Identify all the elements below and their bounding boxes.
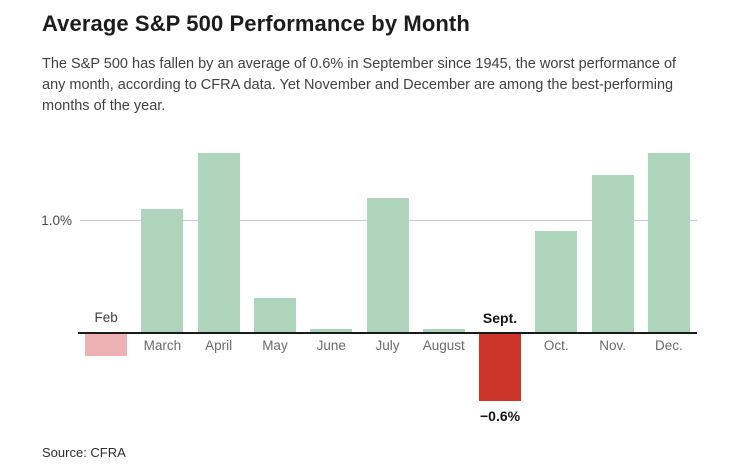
axis-label-july: July: [375, 338, 400, 353]
axis-label-oct: Oct.: [543, 338, 569, 353]
source-attribution: Source: CFRA: [42, 445, 126, 460]
bar-june: [310, 328, 353, 332]
y-axis-tick-label: 1.0%: [41, 213, 72, 228]
axis-label-august: August: [422, 338, 465, 353]
bar-oct: [535, 231, 578, 332]
bar-sept: [479, 334, 522, 402]
bar-april: [197, 152, 240, 332]
axis-label-march: March: [143, 338, 182, 353]
bar-nov: [591, 175, 634, 332]
bar-march: [141, 208, 184, 332]
bar-dec: [647, 152, 690, 332]
plot-area: Feb March April May June July August Sept. Oct. N…: [78, 140, 697, 430]
bar-feb: [85, 334, 128, 357]
value-label-sept: −0.6%: [479, 408, 521, 425]
bar-july: [366, 197, 409, 332]
axis-label-april: April: [205, 338, 233, 353]
axis-label-sept: Sept.: [482, 310, 518, 326]
axis-label-nov: Nov.: [599, 338, 626, 353]
axis-label-dec: Dec.: [654, 338, 683, 353]
axis-label-june: June: [316, 338, 346, 353]
page-title: Average S&P 500 Performance by Month: [42, 11, 470, 36]
axis-label-feb: Feb: [94, 310, 118, 325]
bar-may: [253, 298, 296, 332]
axis-label-may: May: [262, 338, 288, 353]
chart-subtitle: The S&P 500 has fallen by an average of …: [42, 56, 677, 114]
bar-august: [422, 328, 465, 332]
zero-axis-line: [78, 332, 697, 334]
